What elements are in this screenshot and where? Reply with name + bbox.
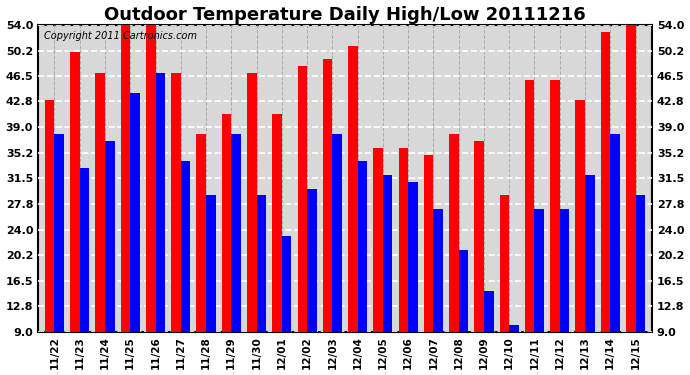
Bar (80, 168, 89, 332)
Bar (424, 154, 433, 332)
Bar (257, 195, 266, 332)
Bar (373, 148, 383, 332)
Bar (601, 32, 610, 332)
Bar (95, 73, 105, 332)
Bar (348, 45, 357, 332)
Text: Copyright 2011 Cartronics.com: Copyright 2011 Cartronics.com (44, 31, 197, 41)
Bar (297, 66, 307, 332)
Bar (206, 195, 216, 332)
Bar (449, 134, 459, 332)
Bar (333, 134, 342, 332)
Bar (626, 25, 635, 332)
Bar (459, 250, 469, 332)
Bar (181, 161, 190, 332)
Bar (408, 182, 417, 332)
Bar (146, 25, 155, 332)
Bar (323, 59, 333, 332)
Bar (273, 114, 282, 332)
Bar (221, 114, 231, 332)
Bar (525, 80, 535, 332)
Bar (585, 175, 595, 332)
Bar (55, 134, 64, 332)
Bar (155, 73, 165, 332)
Bar (575, 100, 585, 332)
Bar (105, 141, 115, 332)
Bar (433, 209, 443, 332)
Bar (610, 134, 620, 332)
Bar (550, 80, 560, 332)
Bar (121, 25, 130, 332)
Bar (383, 175, 393, 332)
Bar (70, 53, 80, 332)
Bar (171, 73, 181, 332)
Title: Outdoor Temperature Daily High/Low 20111216: Outdoor Temperature Daily High/Low 20111… (104, 6, 586, 24)
Bar (307, 189, 317, 332)
Bar (560, 209, 569, 332)
Bar (474, 141, 484, 332)
Bar (231, 134, 241, 332)
Bar (399, 148, 408, 332)
Bar (247, 73, 257, 332)
Bar (282, 236, 291, 332)
Bar (197, 134, 206, 332)
Bar (509, 325, 519, 332)
Bar (635, 195, 645, 332)
Bar (130, 93, 140, 332)
Bar (357, 161, 367, 332)
Bar (535, 209, 544, 332)
Bar (484, 291, 493, 332)
Bar (45, 100, 55, 332)
Bar (500, 195, 509, 332)
